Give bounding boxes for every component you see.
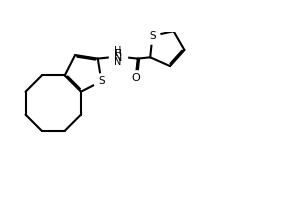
Text: H
N: H N xyxy=(114,46,122,67)
Text: S: S xyxy=(98,76,105,86)
Text: S: S xyxy=(149,31,156,41)
Text: H: H xyxy=(114,49,121,58)
Text: O: O xyxy=(131,73,140,83)
Text: N: N xyxy=(114,53,122,63)
